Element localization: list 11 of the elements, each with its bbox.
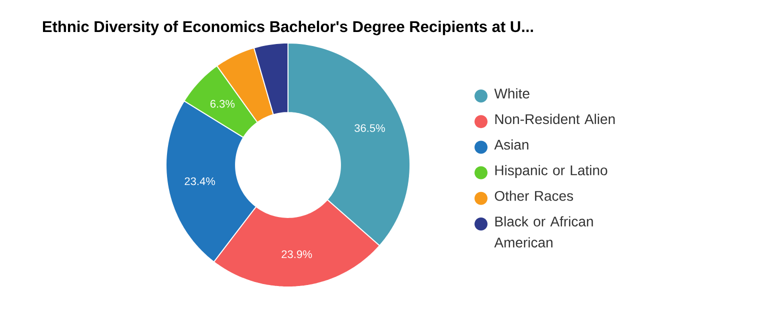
legend-label: White <box>494 88 530 98</box>
data-label: 6.3% <box>210 100 235 108</box>
legend-label: Asian <box>494 139 528 150</box>
legend-label: Hispanic or Latino <box>495 164 608 178</box>
data-label: 36.5% <box>354 124 385 132</box>
data-label: 23.9% <box>282 250 312 258</box>
data-label: 23.4% <box>184 177 216 186</box>
legend-label: Other Races <box>494 190 574 201</box>
chart-title: Ethnic Diversity of Economics Bachelor's Degree Recipients at U... <box>42 20 533 36</box>
legend-label: Black or African American <box>494 216 593 248</box>
legend-label: Non-Resident Alien <box>495 114 615 124</box>
